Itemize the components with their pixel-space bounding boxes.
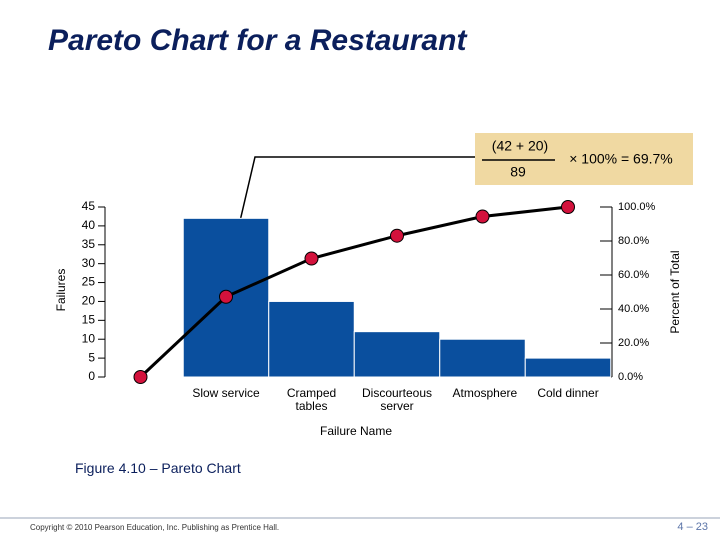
annotation-result: × 100% = 69.7% xyxy=(569,151,673,167)
bar xyxy=(268,300,355,378)
bar xyxy=(353,331,441,378)
y2-tick-label: 0.0% xyxy=(618,371,643,383)
cumulative-marker xyxy=(475,209,490,224)
figure-caption: Figure 4.10 – Pareto Chart xyxy=(75,460,241,476)
y2-tick-label: 40.0% xyxy=(618,303,649,315)
y-axis-label: Failures xyxy=(54,269,68,312)
cumulative-marker xyxy=(561,200,575,214)
annotation-numerator: (42 + 20) xyxy=(492,138,548,154)
page-number: 4 – 23 xyxy=(677,521,708,533)
cumulative-marker xyxy=(133,370,148,384)
y-tick-label: 25 xyxy=(82,275,96,289)
x-tick-label: Cold dinner xyxy=(537,386,599,400)
bar xyxy=(439,338,526,378)
y2-axis-label: Percent of Total xyxy=(668,250,682,333)
cumulative-line xyxy=(139,205,569,379)
cumulative-marker xyxy=(390,228,404,243)
y-tick-label: 5 xyxy=(88,350,95,364)
y-tick-label: 40 xyxy=(82,218,96,232)
x-tick-label: Cramped tables xyxy=(286,386,337,413)
y2-tick-label: 20.0% xyxy=(618,337,649,349)
x-tick-label: Discourteous server xyxy=(361,386,433,413)
y-tick-label: 35 xyxy=(82,237,96,251)
y-tick-label: 30 xyxy=(82,256,96,270)
bar xyxy=(524,357,612,378)
y2-tick-label: 60.0% xyxy=(618,269,649,281)
y-tick-label: 45 xyxy=(82,199,96,213)
x-tick-label: Slow service xyxy=(192,386,260,400)
cumulative-marker xyxy=(219,289,233,304)
cumulative-marker xyxy=(304,251,319,266)
x-axis-label: Failure Name xyxy=(320,424,392,438)
annotation-denominator: 89 xyxy=(510,164,526,180)
y-tick-label: 10 xyxy=(82,331,96,345)
x-tick-label: Atmosphere xyxy=(452,386,518,400)
y2-tick-label: 100.0% xyxy=(618,201,656,213)
annotation-box xyxy=(475,133,693,185)
y2-tick-label: 80.0% xyxy=(618,235,649,247)
copyright: Copyright © 2010 Pearson Education, Inc.… xyxy=(30,523,280,532)
y-tick-label: 20 xyxy=(82,294,96,308)
y-tick-label: 15 xyxy=(82,313,96,327)
y-tick-label: 0 xyxy=(88,369,95,383)
slide-title: Pareto Chart for a Restaurant xyxy=(48,24,467,57)
